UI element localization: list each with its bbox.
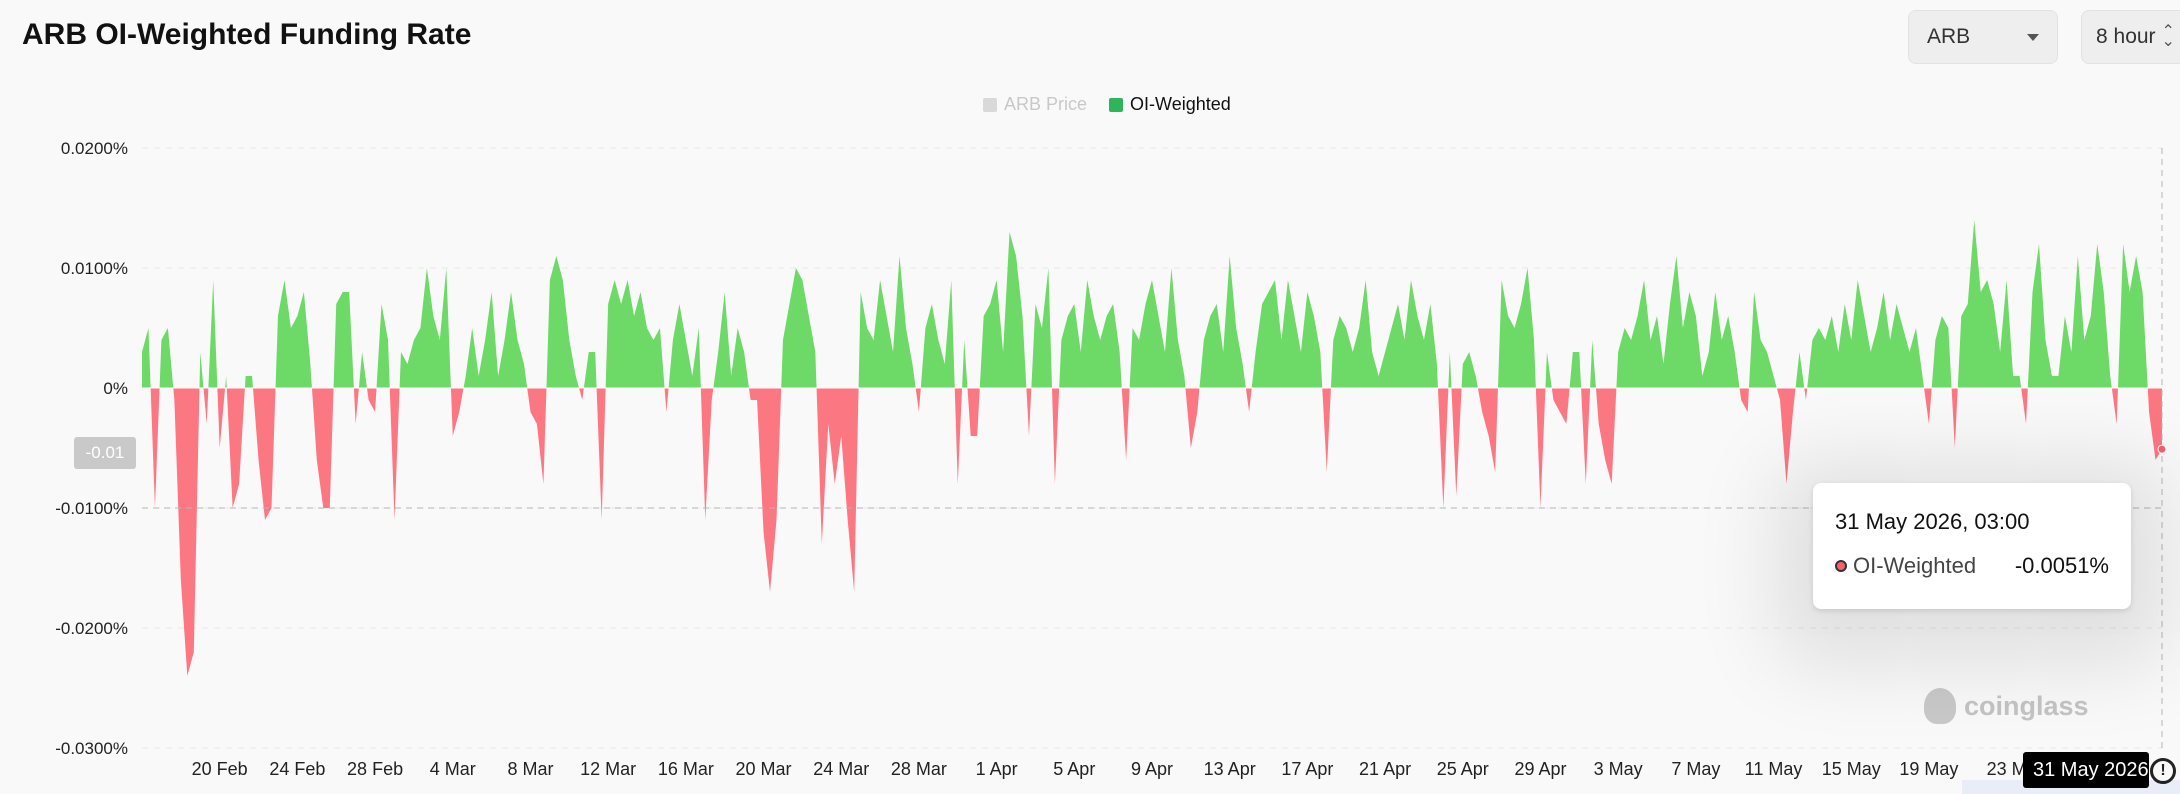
x-tick-label: 21 Apr: [1359, 759, 1411, 779]
y-tick-label: 0.0100%: [61, 259, 128, 278]
interval-select-value: 8 hour: [2096, 25, 2156, 48]
x-tick-label: 19 May: [1899, 759, 1958, 779]
legend-label-oi-weighted: OI-Weighted: [1130, 94, 1231, 114]
crosshair-x-label: 31 May 2026,: [2023, 752, 2149, 788]
x-tick-label: 3 May: [1594, 759, 1643, 779]
legend-item-price[interactable]: ARB Price: [983, 94, 1087, 115]
x-tick-label: 5 Apr: [1053, 759, 1095, 779]
x-tick-label: 23 M: [1987, 759, 2027, 779]
x-tick-label: 29 Apr: [1514, 759, 1566, 779]
watermark: coinglass: [1924, 688, 2089, 724]
crosshair-point: [2157, 444, 2167, 454]
tooltip-series-dot: [1835, 560, 1847, 572]
x-tick-label: 9 Apr: [1131, 759, 1173, 779]
symbol-select[interactable]: ARB: [1908, 10, 2058, 64]
positive-area: [142, 220, 2162, 388]
crosshair-y-label: -0.01: [74, 437, 136, 469]
x-tick-label: 8 Mar: [507, 759, 553, 779]
x-tick-label: 13 Apr: [1204, 759, 1256, 779]
legend-item-oi-weighted[interactable]: OI-Weighted: [1109, 94, 1231, 115]
x-tick-label: 17 Apr: [1281, 759, 1333, 779]
x-tick-label: 25 Apr: [1437, 759, 1489, 779]
settings-icon[interactable]: !: [2150, 758, 2176, 784]
x-tick-label: 24 Mar: [813, 759, 869, 779]
x-tick-label: 12 Mar: [580, 759, 636, 779]
tooltip-date: 31 May 2026, 03:00: [1835, 509, 2030, 534]
tooltip-value: -0.0051%: [2014, 553, 2109, 578]
legend-label-price: ARB Price: [1004, 94, 1088, 114]
legend-swatch-price: [983, 97, 997, 112]
updown-chevron-icon: ⌃ ⌄: [2161, 23, 2175, 50]
x-tick-label: 7 May: [1671, 759, 1720, 779]
y-tick-label: -0.0100%: [55, 499, 128, 518]
x-tick-label: 4 Mar: [430, 759, 476, 779]
y-tick-label: -0.0200%: [55, 619, 128, 638]
x-tick-label: 16 Mar: [658, 759, 714, 779]
x-tick-label: 20 Mar: [736, 759, 792, 779]
tooltip-row: OI-Weighted -0.0051%: [1835, 553, 2109, 579]
coinglass-logo-icon: [1924, 688, 1956, 724]
chart-tooltip: 31 May 2026, 03:00 OI-Weighted -0.0051%: [1813, 483, 2131, 609]
chart-legend: ARB Price OI-Weighted: [983, 94, 1231, 115]
x-tick-label: 28 Feb: [347, 759, 403, 779]
tooltip-series-name: OI-Weighted: [1853, 553, 1977, 578]
interval-select[interactable]: 8 hour ⌃ ⌄: [2081, 10, 2180, 64]
x-tick-label: 28 Mar: [891, 759, 947, 779]
x-tick-label: 20 Feb: [192, 759, 248, 779]
y-tick-label: -0.0300%: [55, 739, 128, 758]
legend-swatch-oi-weighted: [1109, 97, 1124, 112]
chevron-down-icon: [2027, 33, 2039, 41]
x-tick-label: 15 May: [1822, 759, 1881, 779]
x-tick-label: 24 Feb: [269, 759, 325, 779]
x-tick-label: 11 May: [1745, 759, 1803, 779]
page-title: ARB OI-Weighted Funding Rate: [22, 18, 472, 51]
y-tick-label: 0%: [103, 379, 128, 398]
y-tick-label: 0.0200%: [61, 139, 128, 158]
symbol-select-value: ARB: [1927, 25, 1971, 48]
watermark-text: coinglass: [1964, 690, 2089, 721]
x-tick-label: 1 Apr: [976, 759, 1018, 779]
